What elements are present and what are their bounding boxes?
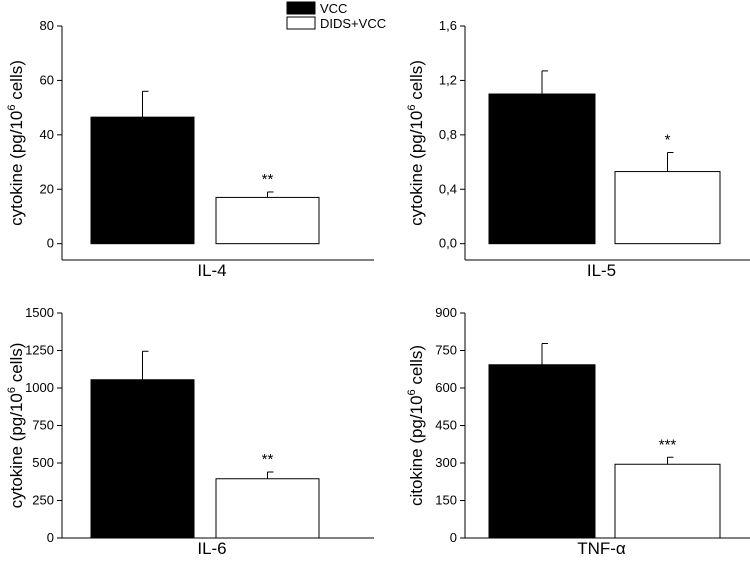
chart-panel-1: 0 20 40 60 80 ** IL-4 cytokine (pg/106 cells) xyxy=(6,18,374,280)
y-tick-label: 750 xyxy=(435,343,457,358)
bar xyxy=(215,196,320,245)
y-tick-label: 1250 xyxy=(25,343,54,358)
bar xyxy=(614,463,721,539)
significance-label: * xyxy=(665,132,671,149)
legend-label-dids-vcc: DIDS+VCC xyxy=(320,16,386,31)
legend: VCC DIDS+VCC xyxy=(286,1,386,31)
legend-label-vcc: VCC xyxy=(320,1,347,16)
y-tick-label: 750 xyxy=(32,418,54,433)
bar xyxy=(488,93,596,245)
y-tick-label: 250 xyxy=(32,493,54,508)
y-axis-label: cytokine (pg/106 cells) xyxy=(6,60,26,226)
y-tick-label: 20 xyxy=(40,181,54,196)
bar xyxy=(614,171,721,245)
y-tick-label: 40 xyxy=(40,127,54,142)
significance-label: *** xyxy=(659,436,677,453)
legend-swatch-dids-vcc xyxy=(286,16,316,30)
chart-panel-2: 0,0 0,4 0,8 1,2 1,6 * IL-5 cytokine (pg/106 cel… xyxy=(406,18,750,280)
y-axis-label: citokine (pg/106 cells) xyxy=(406,345,426,506)
y-tick-label: 0,8 xyxy=(439,127,457,142)
legend-swatch-vcc xyxy=(286,1,316,15)
x-axis-label: IL-5 xyxy=(587,261,616,280)
y-tick-label: 0 xyxy=(450,530,457,545)
bar xyxy=(90,116,195,245)
significance-label: ** xyxy=(262,171,274,188)
y-tick-label: 1,2 xyxy=(439,72,457,87)
chart-panel-3: 0 250 500 750 1000 1250 1500 ** IL-6 cytokine (pg… xyxy=(6,305,374,558)
y-axis-label: cytokine (pg/106 cells) xyxy=(6,343,26,509)
bar xyxy=(488,364,596,539)
bar xyxy=(215,478,320,539)
significance-label: ** xyxy=(262,451,274,468)
y-tick-label: 0,0 xyxy=(439,236,457,251)
chart-panel-4: 0 150 300 450 600 750 900 *** TNF-α citokine (pg/… xyxy=(406,305,750,558)
y-tick-label: 900 xyxy=(435,305,457,320)
y-axis-label: cytokine (pg/106 cells) xyxy=(406,60,426,226)
x-axis-label: TNF-α xyxy=(577,539,626,558)
x-axis-label: IL-4 xyxy=(197,261,226,280)
y-tick-label: 150 xyxy=(435,493,457,508)
y-tick-label: 450 xyxy=(435,418,457,433)
y-tick-label: 80 xyxy=(40,18,54,33)
y-tick-label: 0 xyxy=(47,530,54,545)
x-axis-label: IL-6 xyxy=(197,539,226,558)
y-tick-label: 1000 xyxy=(25,380,54,395)
y-tick-label: 1500 xyxy=(25,305,54,320)
y-tick-label: 300 xyxy=(435,455,457,470)
y-tick-label: 0 xyxy=(47,236,54,251)
y-tick-label: 0,4 xyxy=(439,181,457,196)
y-tick-label: 60 xyxy=(40,72,54,87)
y-tick-label: 600 xyxy=(435,380,457,395)
y-tick-label: 1,6 xyxy=(439,18,457,33)
bar xyxy=(90,379,195,539)
y-tick-label: 500 xyxy=(32,455,54,470)
